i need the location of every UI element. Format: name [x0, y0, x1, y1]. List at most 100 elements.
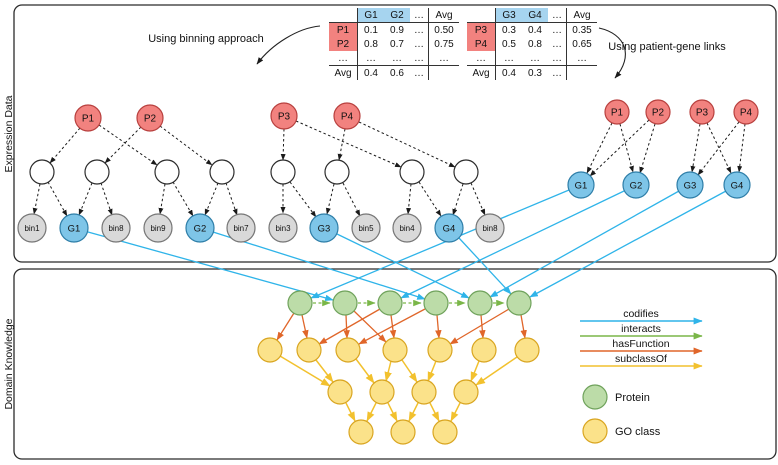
cell: … [552, 52, 562, 64]
edge [325, 183, 335, 215]
cell: … [552, 24, 562, 36]
patient-node-p3-left: P3 [270, 102, 298, 130]
legend-entry-label: codifies [623, 308, 659, 320]
cell: … [414, 24, 424, 36]
bin-node-circle [143, 213, 173, 243]
edge [435, 314, 442, 339]
patient-node-circle [74, 104, 102, 132]
hasfunction-edges [276, 308, 527, 345]
edge [475, 356, 518, 386]
protein-node [506, 290, 532, 316]
edge [345, 402, 356, 422]
gene-node-label: G2 [630, 181, 643, 192]
bin-node-label: bin8 [108, 224, 124, 233]
patient-node-label: P3 [278, 112, 291, 123]
go-class-node [390, 419, 416, 445]
legend-entry-label: subclassOf [615, 353, 667, 365]
cell: Avg [566, 8, 597, 23]
edge [449, 308, 510, 345]
edge [529, 190, 727, 298]
gene-node-circle [567, 171, 595, 199]
edge [78, 182, 93, 216]
left-patient-nodes: P1 P2 P3 P4 [74, 102, 361, 132]
bin-node-3: bin9 [143, 213, 173, 243]
cell: … [428, 51, 459, 66]
cell: … [530, 52, 540, 64]
edge [427, 360, 437, 382]
patient-node-p2-right: P2 [645, 99, 671, 125]
edge [697, 121, 740, 176]
patient-node-circle [645, 99, 671, 125]
gene-node-g3-left: G3 [309, 213, 339, 243]
patient-node-p2-left: P2 [136, 104, 164, 132]
bin-node-label: bin7 [233, 224, 249, 233]
bin-node-circle [101, 213, 131, 243]
patient-node-p1-right: P1 [604, 99, 630, 125]
legend-entry-label: interacts [621, 323, 661, 335]
gene-node-circle [59, 213, 89, 243]
edge [470, 360, 480, 382]
patient-node-circle [733, 99, 759, 125]
right-gene-nodes: G1 G2 G3 G4 [567, 171, 751, 199]
right-patient-nodes: P1 P2 P3 P4 [604, 99, 759, 125]
bin-tree-inner-node [453, 159, 479, 185]
bin-tree-inner-node [209, 159, 235, 185]
edge [406, 183, 412, 215]
edge-legend: codifies interacts hasFunction subclassO… [580, 308, 703, 370]
bin-tree-inner-node [29, 159, 55, 185]
gene-node-label: G2 [194, 224, 207, 235]
go-class-node [382, 337, 408, 363]
edge [289, 181, 317, 218]
bin-tree-inner-node [154, 159, 180, 185]
cell: … [566, 51, 597, 66]
edge [315, 359, 334, 383]
edge [353, 310, 387, 343]
edge [384, 360, 392, 382]
edge [706, 122, 732, 174]
patient-node-circle [270, 102, 298, 130]
protein-node [287, 290, 313, 316]
bin-node-6: bin5 [351, 213, 381, 243]
patient-node-label: P3 [696, 108, 709, 119]
cell: 0.1 [364, 24, 378, 36]
legend-entry-go-class: GO class [582, 418, 661, 444]
binning-curved-arrow [256, 25, 321, 65]
subclassof-edges [279, 355, 518, 422]
cell: 0.4 [495, 65, 522, 80]
go-class-legend-label: GO class [615, 426, 661, 438]
bin-node-circle [475, 213, 505, 243]
edge [47, 181, 68, 217]
patient-node-label: P2 [144, 114, 157, 125]
cell: 0.8 [364, 38, 378, 50]
cell: 0.65 [566, 37, 597, 51]
edge [343, 314, 350, 339]
legend-entry-codifies: codifies [580, 308, 703, 325]
bin-node-label: bin9 [150, 224, 166, 233]
edge [366, 402, 377, 422]
bin-node-circle [226, 213, 256, 243]
edge [429, 402, 440, 422]
go-class-node [335, 337, 361, 363]
edge [408, 402, 419, 422]
cell: 0.3 [522, 65, 548, 80]
edge [489, 190, 680, 298]
edge [98, 124, 158, 166]
binning-leaf-nodes: bin1 G1 bin8 bin9 G2 bin7 bin3 G3 bin5 b… [17, 213, 505, 243]
cell: G1 [357, 8, 384, 23]
cell: 0.9 [390, 24, 404, 36]
gene-node-circle [185, 213, 215, 243]
edge [337, 128, 346, 161]
expression-panel-label: Expression Data [3, 95, 15, 172]
expression-table-binning: G1 G2 … Avg P1 0.1 0.9 … 0.50 P2 0.8 0.7… [329, 8, 459, 80]
gene-node-g1-right: G1 [567, 171, 595, 199]
patient-node-circle [604, 99, 630, 125]
edge [458, 237, 512, 295]
cell: P2 [329, 37, 358, 51]
gene-node-g3-right: G3 [676, 171, 704, 199]
edge [342, 182, 361, 217]
cell [428, 65, 459, 80]
binning-tree-edges [32, 120, 486, 218]
cell: … [548, 8, 567, 23]
bin-node-circle [17, 213, 47, 243]
edge [301, 314, 309, 339]
